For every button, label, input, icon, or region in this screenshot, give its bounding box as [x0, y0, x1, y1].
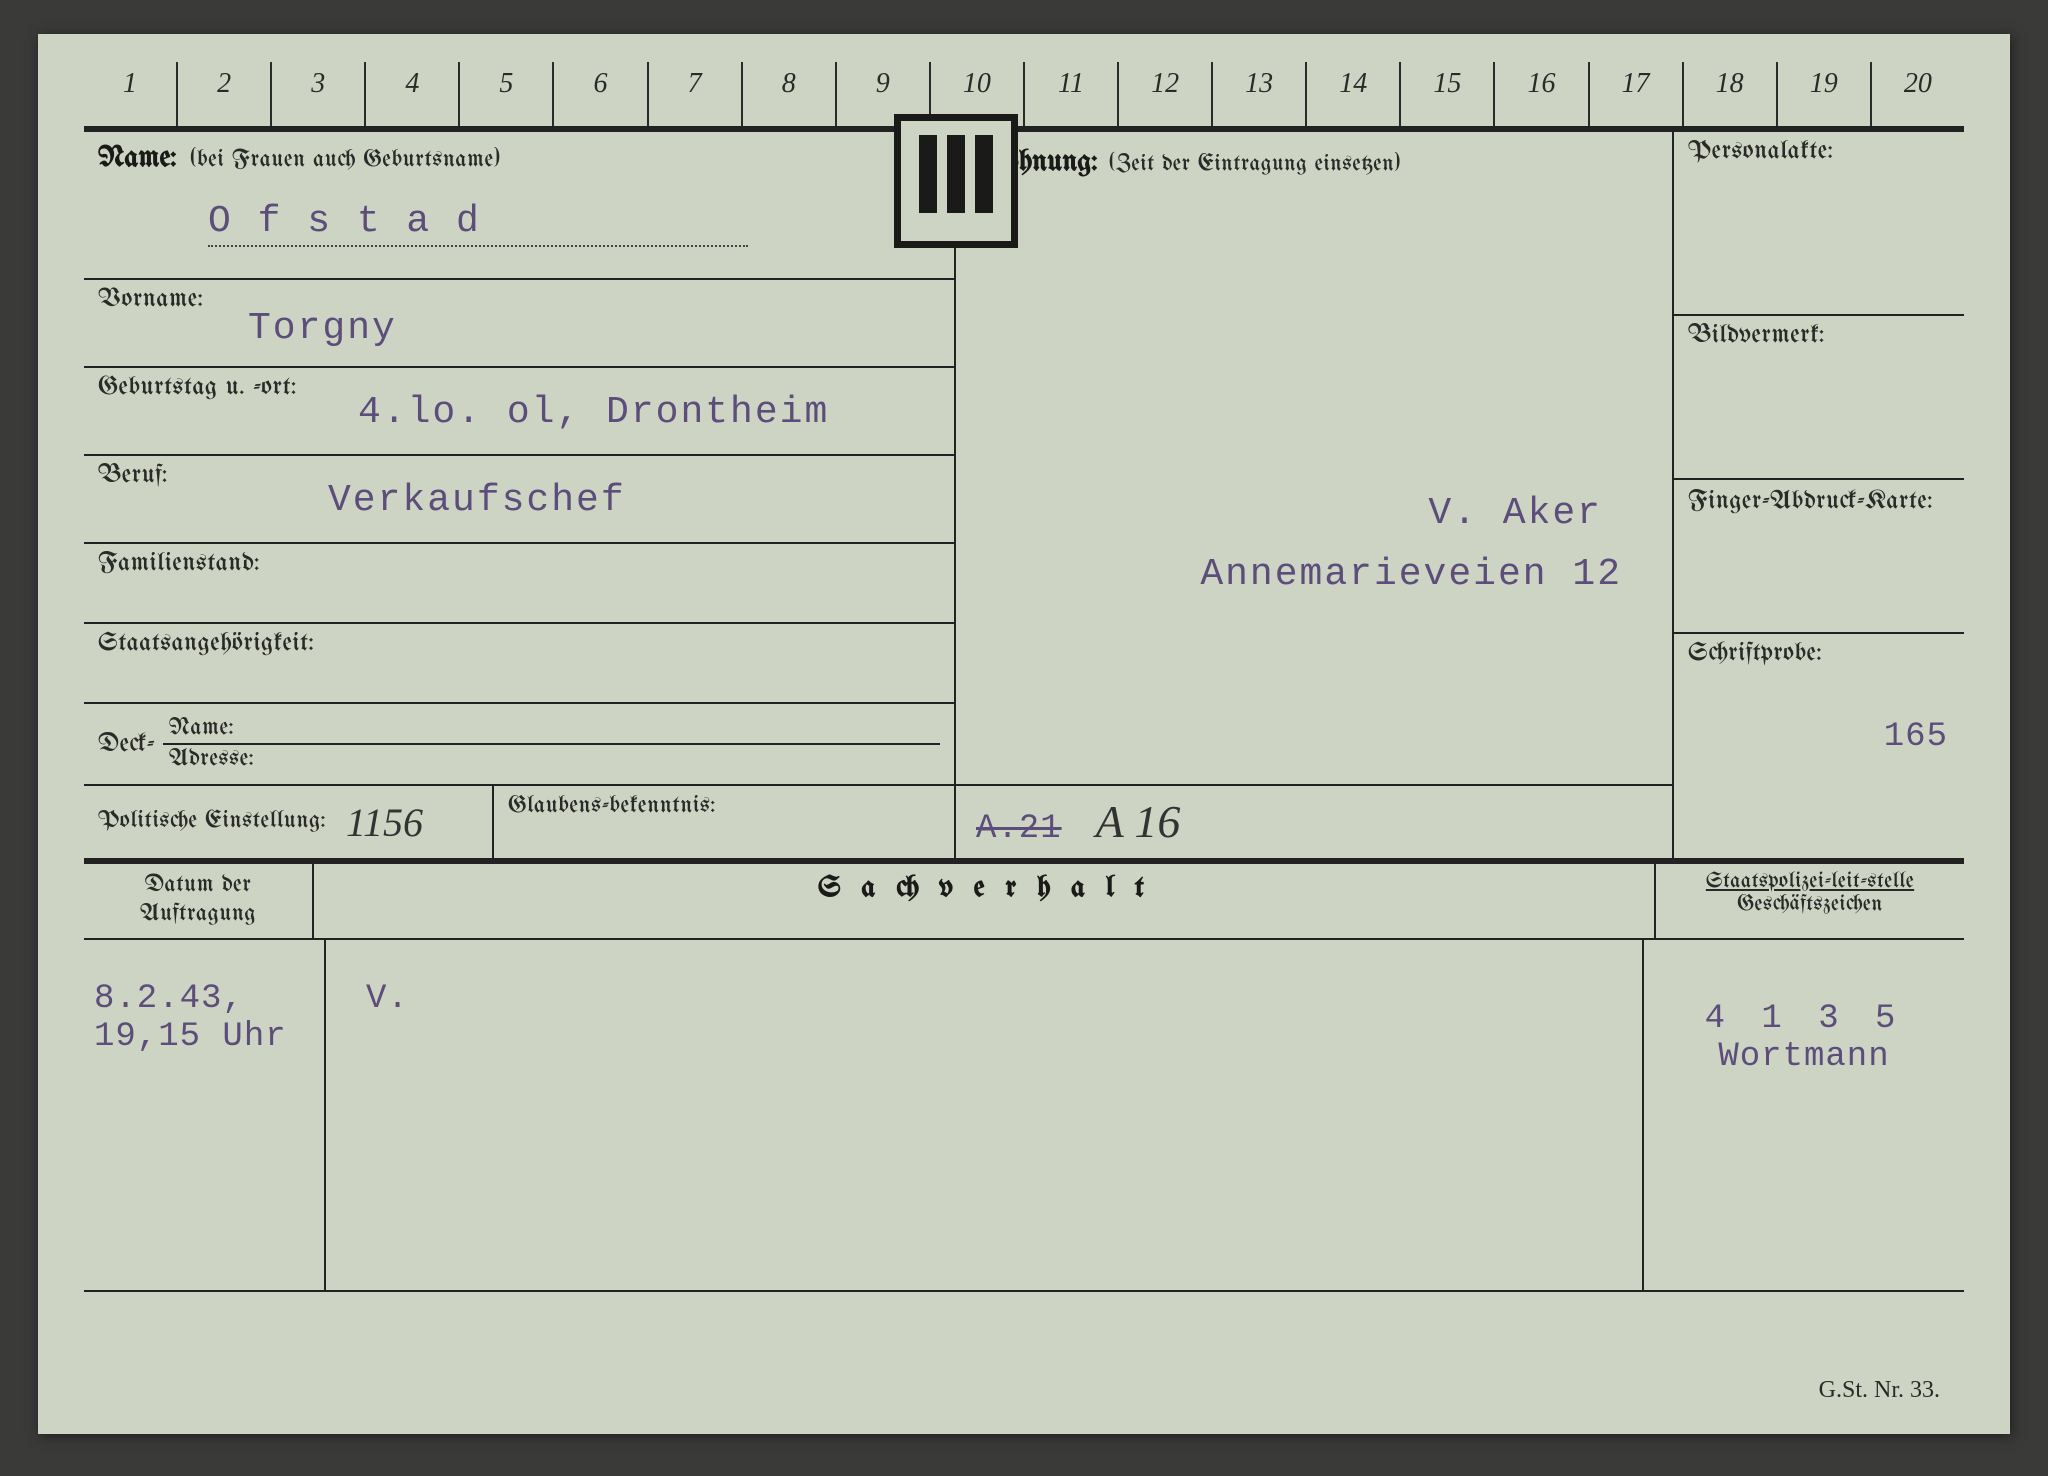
ruler-tick: 15: [1399, 62, 1493, 126]
value-address-city: V. Aker: [956, 492, 1672, 535]
label-staatspolizei: Staatspolizei-leit-stelle: [1660, 870, 1960, 893]
ruler-tick: 5: [458, 62, 552, 126]
roman-numeral-three-icon: [901, 135, 1011, 213]
value-occupation: Verkaufschef: [328, 479, 626, 522]
label-name: Name:: [98, 142, 176, 174]
entry-code: 4 1 3 5: [1654, 1000, 1954, 1038]
ruler-tick: 2: [176, 62, 270, 126]
label-politische: Politische Einstellung:: [98, 809, 326, 835]
value-birth: 4.lo. ol, Drontheim: [358, 391, 829, 434]
label-geburtstag: Geburtstag u. -ort:: [98, 374, 297, 401]
bottom-header: Datum der Auftragung S a ch v e r h a l …: [84, 858, 1964, 938]
label-finger: Finger-Abdruck-Karte:: [1688, 488, 1933, 515]
label-schriftprobe: Schriftprobe:: [1688, 640, 1822, 667]
value-politische: 1156: [346, 799, 423, 846]
label-beruf: Beruf:: [98, 462, 168, 489]
label-deck-name: Name:: [169, 716, 234, 741]
value-address-street: Annemarieveien 12: [956, 553, 1672, 596]
entry-row: 8.2.43, 19,15 Uhr V. 4 1 3 5 Wortmann: [84, 940, 1964, 1290]
ruler-tick: 11: [1023, 62, 1117, 126]
value-schriftprobe: 165: [1884, 718, 1948, 756]
ruler-tick: 7: [647, 62, 741, 126]
form-number: G.St. Nr. 33.: [1819, 1377, 1940, 1404]
label-sachverhalt: S a ch v e r h a l t: [818, 872, 1150, 904]
right-column: Personalakte: Bildvermerk: Finger-Abdruc…: [1672, 132, 1964, 858]
label-deck: Deck-: [98, 731, 155, 758]
ruler-tick: 3: [270, 62, 364, 126]
entry-officer: Wortmann: [1654, 1038, 1954, 1076]
ruler-tick: 16: [1493, 62, 1587, 126]
top-ruler: 1 2 3 4 5 6 7 8 9 10 11 12 13 14 15 16 1…: [84, 62, 1964, 126]
entry-time: 19,15 Uhr: [94, 1018, 314, 1056]
category-roman-box: [894, 114, 1018, 248]
value-surname: O f s t a d: [208, 200, 748, 247]
ruler-tick: 1: [84, 62, 176, 126]
value-firstname: Torgny: [248, 307, 397, 350]
ruler-tick: 19: [1776, 62, 1870, 126]
value-ref-hand: A 16: [1096, 796, 1181, 847]
ruler-tick: 6: [552, 62, 646, 126]
entry-text: V.: [366, 980, 409, 1018]
ruler-tick: 20: [1870, 62, 1964, 126]
ruler-tick: 14: [1305, 62, 1399, 126]
label-staats: Staatsangehörigkeit:: [98, 630, 314, 657]
ruler-tick: 17: [1588, 62, 1682, 126]
middle-column: Wohnung: (Zeit der Eintragung einsetzen)…: [954, 132, 1672, 858]
index-card: 1 2 3 4 5 6 7 8 9 10 11 12 13 14 15 16 1…: [38, 34, 2010, 1434]
label-vorname: Vorname:: [98, 286, 203, 313]
label-wohnung-note: (Zeit der Eintragung einsetzen): [1109, 152, 1400, 176]
label-bildvermerk: Bildvermerk:: [1688, 322, 1825, 349]
left-column: Name: (bei Frauen auch Geburtsname) O f …: [84, 132, 954, 858]
ruler-tick: 18: [1682, 62, 1776, 126]
ruler-tick: 4: [364, 62, 458, 126]
label-glaubens: Glaubens-bekenntnis:: [508, 794, 716, 819]
entry-date: 8.2.43,: [94, 980, 314, 1018]
label-datum: Datum der Auftragung: [140, 873, 256, 927]
value-ref-struck: A.21: [976, 810, 1062, 848]
ruler-tick: 12: [1117, 62, 1211, 126]
label-deck-adresse: Adresse:: [169, 747, 254, 772]
label-name-note: (bei Frauen auch Geburtsname): [190, 148, 500, 173]
label-familienstand: Familienstand:: [98, 550, 260, 577]
label-personalakte: Personalakte:: [1688, 138, 1833, 165]
label-geschaeftszeichen: Geschäftszeichen: [1660, 893, 1960, 916]
ruler-tick: 13: [1211, 62, 1305, 126]
ruler-tick: 8: [741, 62, 835, 126]
